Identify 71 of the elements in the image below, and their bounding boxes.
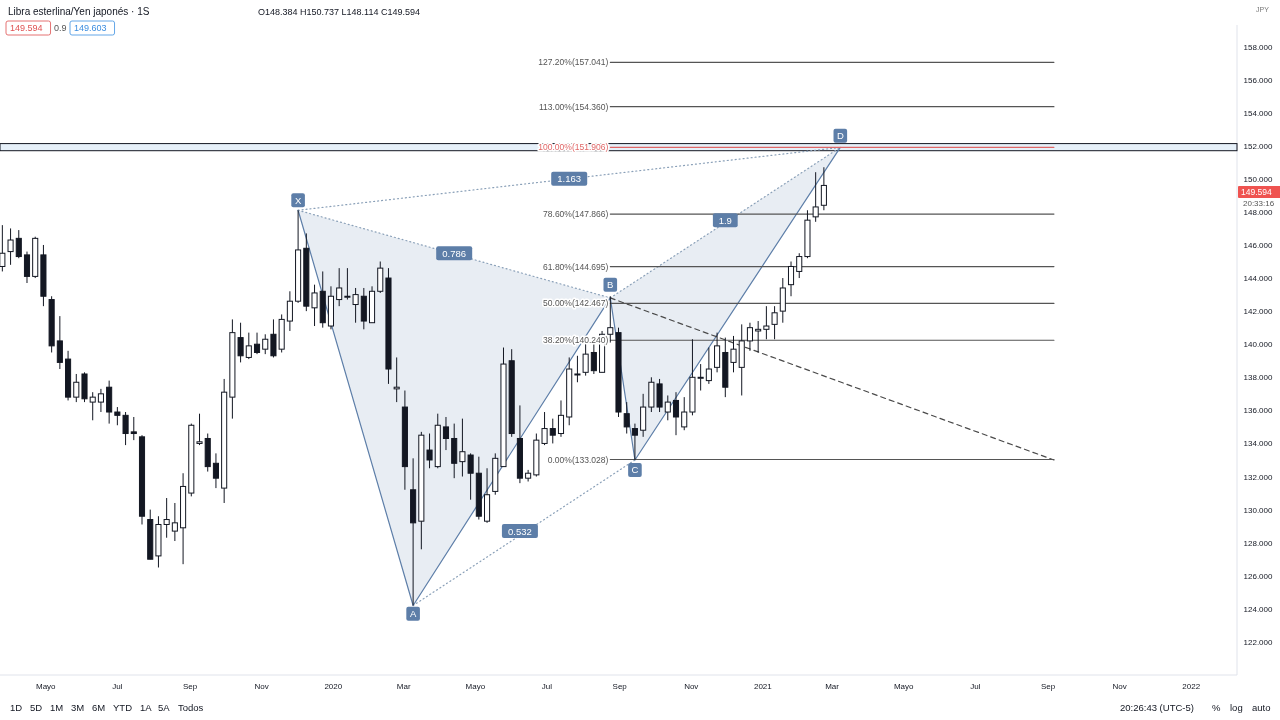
y-tick-label: 130.000 — [1243, 505, 1274, 515]
x-tick-label: Sep — [183, 682, 198, 691]
annotation: 0.786 — [442, 247, 467, 259]
annotation: 0.9 — [54, 23, 67, 33]
y-tick-label: 126.000 — [1243, 571, 1274, 581]
x-tick-label: Sep — [612, 682, 628, 691]
y-tick-label: 136.000 — [1243, 406, 1274, 416]
y-tick-label: 132.000 — [1243, 472, 1274, 482]
y-tick-label: 156.000 — [1243, 75, 1274, 85]
y-tick-label: 142.000 — [1243, 307, 1274, 317]
y-tick-label: 144.000 — [1243, 274, 1274, 284]
y-tick-label: 138.000 — [1243, 373, 1274, 383]
series-label: 78.60%(147.866) — [543, 209, 609, 220]
x-tick-label: Mar — [825, 682, 840, 691]
x-tick-label: Jul — [112, 682, 123, 691]
x-tick-label: Jul — [970, 682, 981, 691]
x-tick-label: Nov — [1112, 682, 1127, 691]
y-tick-label: 124.000 — [1243, 604, 1274, 614]
chart-subtitle: O148.384 H150.737 L148.114 C149.594 — [258, 7, 420, 17]
text: 6M — [92, 702, 106, 713]
x-tick-label: 2021 — [753, 682, 773, 691]
annotation: X — [294, 194, 302, 206]
x-tick-label: Mayo — [893, 682, 915, 691]
y-tick-label: 152.000 — [1243, 141, 1274, 151]
annotation: B — [607, 279, 614, 291]
text: auto — [1252, 702, 1271, 713]
y-tick-label: 122.000 — [1243, 637, 1274, 647]
text: 5D — [30, 702, 43, 713]
text: 1A — [140, 702, 153, 713]
x-tick-label: Sep — [1040, 682, 1056, 691]
text: YTD — [113, 702, 133, 713]
y-tick-label: 134.000 — [1243, 439, 1274, 449]
text: 20:33:16 — [1243, 199, 1275, 208]
x-tick-label: Nov — [684, 682, 699, 691]
series-label: 127.20%(157.041) — [538, 57, 609, 68]
y-tick-label: 128.000 — [1243, 538, 1274, 548]
x-tick-label: Mayo — [35, 682, 57, 691]
y-tick-label: 158.000 — [1243, 42, 1274, 52]
x-tick-label: Jul — [541, 682, 553, 691]
y-tick-label: 154.000 — [1243, 108, 1274, 118]
annotation: C — [631, 464, 639, 476]
series-label: 61.80%(144.695) — [543, 261, 609, 272]
text: log — [1230, 702, 1243, 713]
text: 3M — [71, 702, 85, 713]
y-tick-label: 140.000 — [1243, 340, 1274, 350]
text: 20:26:43 (UTC-5) — [1120, 702, 1194, 713]
series-label: 100.00%(151.906) — [538, 142, 609, 153]
text: Todos — [178, 702, 204, 713]
series-label: 113.00%(154.360) — [538, 101, 609, 112]
x-tick-label: 2022 — [1182, 682, 1201, 691]
y-tick-label: 150.000 — [1243, 174, 1274, 184]
text: 1M — [50, 702, 64, 713]
text: 5A — [158, 702, 171, 713]
text: 149.594 — [1241, 187, 1272, 197]
x-tick-label: Mar — [396, 682, 411, 691]
chart-title: Libra esterlina/Yen japonés · 1S — [8, 6, 150, 17]
x-tick-label: Nov — [254, 682, 269, 691]
text: % — [1212, 702, 1221, 713]
annotation: 1.9 — [718, 214, 732, 226]
annotation: 149.603 — [74, 23, 107, 33]
y-tick-label: 148.000 — [1243, 207, 1274, 217]
y-tick-label: 146.000 — [1243, 240, 1274, 250]
series-label: 0.00%(133.028) — [547, 454, 609, 465]
annotation: 149.594 — [10, 23, 43, 33]
annotation: D — [836, 130, 844, 142]
annotation: A — [409, 608, 417, 620]
annotation: 0.532 — [508, 525, 532, 537]
x-tick-label: Mayo — [465, 682, 486, 691]
text: 1D — [10, 702, 23, 713]
x-tick-label: 2020 — [324, 682, 343, 691]
annotation: 1.163 — [557, 173, 582, 185]
